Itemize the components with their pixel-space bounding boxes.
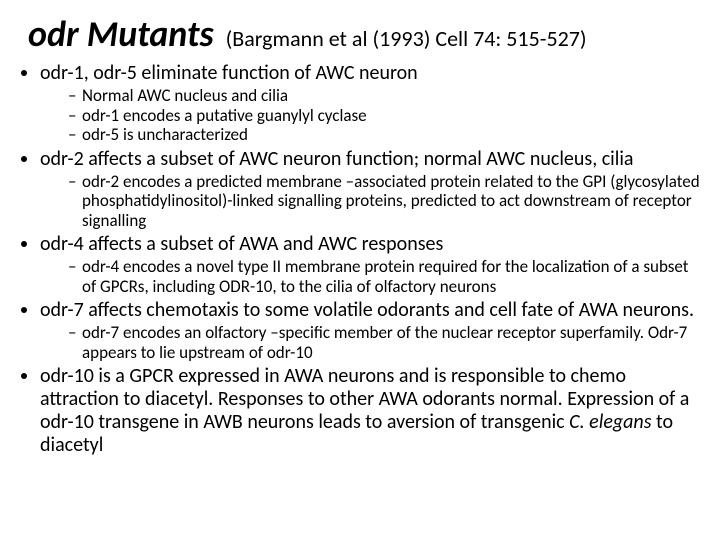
bullet-odr2: odr-2 affects a subset of AWC neuron fun… xyxy=(40,148,702,231)
sublist: Normal AWC nucleus and cilia odr-1 encod… xyxy=(40,86,702,145)
bullet-odr7: odr-7 affects chemotaxis to some volatil… xyxy=(40,299,702,362)
sub-item: odr-5 is uncharacterized xyxy=(68,125,702,145)
bullet-odr1-5: odr-1, odr-5 eliminate function of AWC n… xyxy=(40,62,702,145)
bullet-text-italic: C. elegans xyxy=(569,410,651,434)
slide-title: odr Mutants xyxy=(28,12,214,56)
title-row: odr Mutants (Bargmann et al (1993) Cell … xyxy=(28,12,702,56)
sub-item: odr-1 encodes a putative guanylyl cyclas… xyxy=(68,106,702,126)
sub-item: Normal AWC nucleus and cilia xyxy=(68,86,702,106)
bullet-text: odr-7 affects chemotaxis to some volatil… xyxy=(40,298,694,322)
slide-content: odr Mutants (Bargmann et al (1993) Cell … xyxy=(0,0,720,470)
bullet-text: odr-4 affects a subset of AWA and AWC re… xyxy=(40,232,443,256)
bullet-odr10: odr-10 is a GPCR expressed in AWA neuron… xyxy=(40,365,702,457)
bullet-list: odr-1, odr-5 eliminate function of AWC n… xyxy=(18,62,702,457)
sub-item: odr-7 encodes an olfactory –specific mem… xyxy=(68,323,702,362)
sublist: odr-7 encodes an olfactory –specific mem… xyxy=(40,323,702,362)
bullet-text: odr-1, odr-5 eliminate function of AWC n… xyxy=(40,61,418,85)
bullet-odr4: odr-4 affects a subset of AWA and AWC re… xyxy=(40,233,702,296)
bullet-text: odr-2 affects a subset of AWC neuron fun… xyxy=(40,147,634,171)
sub-item: odr-2 encodes a predicted membrane –asso… xyxy=(68,172,702,231)
sublist: odr-4 encodes a novel type II membrane p… xyxy=(40,257,702,296)
sublist: odr-2 encodes a predicted membrane –asso… xyxy=(40,172,702,231)
sub-item: odr-4 encodes a novel type II membrane p… xyxy=(68,257,702,296)
citation: (Bargmann et al (1993) Cell 74: 515-527) xyxy=(226,25,587,52)
